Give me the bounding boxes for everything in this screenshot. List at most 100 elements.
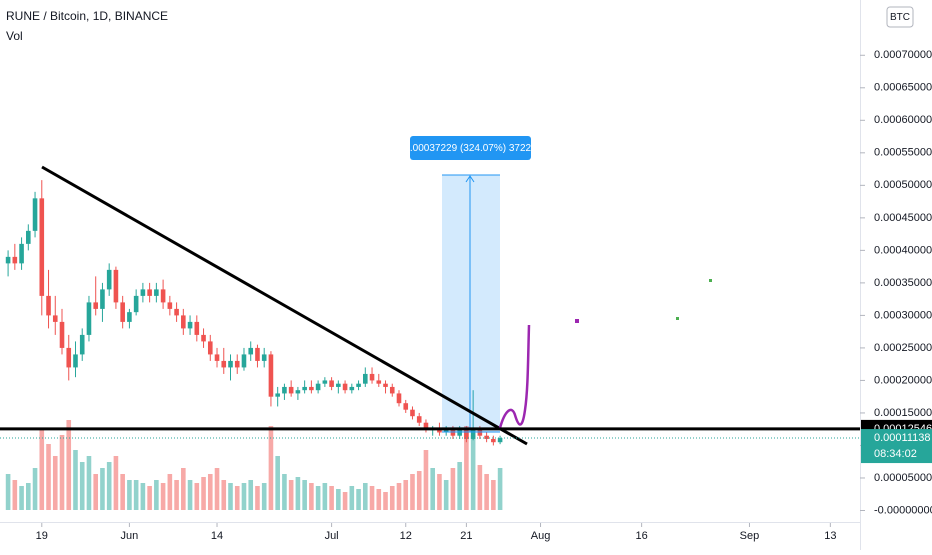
volume-bar: [39, 429, 45, 510]
candle-body: [336, 383, 341, 387]
x-tick-label: 16: [636, 530, 648, 542]
volume-bar: [497, 468, 503, 510]
axes: -0.000000000.000050000.000100000.0001500…: [0, 49, 932, 542]
candle-body: [322, 380, 328, 384]
candle-body: [403, 403, 409, 410]
trend-line[interactable]: [41, 165, 528, 446]
volume-bar: [457, 462, 462, 510]
volume-bar: [5, 474, 11, 510]
volume-bar: [201, 477, 206, 510]
candle-body: [437, 429, 442, 433]
candle-body: [356, 383, 361, 387]
volume-bar: [93, 474, 99, 510]
x-tick-label: 13: [824, 530, 836, 542]
candle-body: [154, 289, 159, 296]
volume-bar: [282, 474, 287, 510]
measure-label: 0.00037229 (324.07%) 37229: [404, 143, 537, 154]
candle-body: [221, 360, 227, 368]
candle-body: [248, 347, 254, 355]
volume-bar: [261, 483, 267, 510]
volume-bar: [477, 465, 483, 510]
currency-label: BTC: [890, 12, 910, 23]
candle-body: [443, 429, 449, 433]
volume-bar: [437, 474, 442, 510]
volume-bar: [403, 480, 409, 510]
currency-button[interactable]: [886, 6, 914, 28]
volume-bar: [349, 486, 355, 510]
volume-bar: [140, 483, 146, 510]
candle-body: [261, 354, 267, 361]
volume-bar: [410, 474, 415, 510]
volume-bar: [443, 480, 449, 510]
volume-bar: [113, 456, 119, 510]
volume-bar: [322, 483, 328, 510]
candle-body: [228, 360, 233, 368]
last-price-box: [861, 429, 932, 464]
volume-bar: [470, 435, 476, 510]
candle-body: [315, 383, 321, 391]
candle-body: [234, 360, 240, 368]
candle-body: [282, 386, 287, 394]
candle-body: [194, 321, 200, 335]
y-tick-label: 0.00015000: [874, 407, 932, 419]
candle-body: [160, 289, 166, 303]
volume-bar: [376, 489, 382, 510]
x-tick-label: Sep: [740, 530, 760, 542]
y-tick-label: 0.00070000: [874, 49, 932, 61]
volume-bar: [221, 480, 227, 510]
projection-curve[interactable]: [498, 324, 531, 429]
candle-body: [133, 295, 139, 313]
measure-arrowhead: [465, 175, 475, 183]
x-tick-label: 21: [460, 530, 472, 542]
candle-body: [167, 302, 173, 309]
volume-bar: [228, 483, 233, 510]
volume-bar: [336, 489, 341, 510]
volume-bar: [73, 450, 78, 510]
volume-bar: [100, 468, 105, 510]
y-tick-label: 0.00050000: [874, 179, 932, 191]
y-tick-label: 0.00055000: [874, 147, 932, 159]
volume-label: Vol: [6, 29, 23, 43]
candle-body: [26, 230, 31, 244]
y-tick-label: 0.00025000: [874, 342, 932, 354]
measure-box[interactable]: [442, 175, 500, 432]
candle-body: [268, 354, 274, 397]
last-price-label: 0.00011138: [874, 432, 930, 444]
volume-bar: [389, 486, 395, 510]
volume-bar: [234, 486, 240, 510]
volume-bar: [32, 468, 38, 510]
y-tick-label: 0.00020000: [874, 374, 932, 386]
volume-bar: [167, 474, 173, 510]
volume-bar: [154, 480, 159, 510]
y-tick-label: 0.00045000: [874, 212, 932, 224]
volume-bar: [46, 444, 51, 510]
candle-body: [201, 334, 206, 342]
candle-body: [484, 435, 489, 439]
volume-bar: [362, 483, 368, 510]
candle-body: [491, 438, 496, 443]
volume-bar: [59, 435, 65, 510]
volume-bar: [248, 480, 254, 510]
volume-bar: [342, 492, 348, 510]
volume-bar: [491, 480, 496, 510]
volume-bar: [120, 474, 125, 510]
candle-body: [93, 302, 99, 309]
volume-bar: [309, 483, 314, 510]
volume-bar: [12, 480, 18, 510]
volume-bar: [52, 456, 58, 510]
y-tick-label: 0.00065000: [874, 82, 932, 94]
y-tick-label: -0.00000000: [874, 504, 932, 516]
candle-body: [288, 386, 294, 394]
candle-body: [389, 386, 395, 394]
candle-body: [214, 354, 220, 361]
volume-layer: [5, 420, 503, 510]
candle-body: [106, 269, 112, 290]
volume-bar: [147, 486, 152, 510]
candle-body: [275, 393, 280, 397]
x-tick-label: 14: [211, 530, 223, 542]
volume-bar: [241, 483, 247, 510]
y-tick-label: 0.00005000: [874, 472, 932, 484]
volume-bar: [194, 483, 200, 510]
